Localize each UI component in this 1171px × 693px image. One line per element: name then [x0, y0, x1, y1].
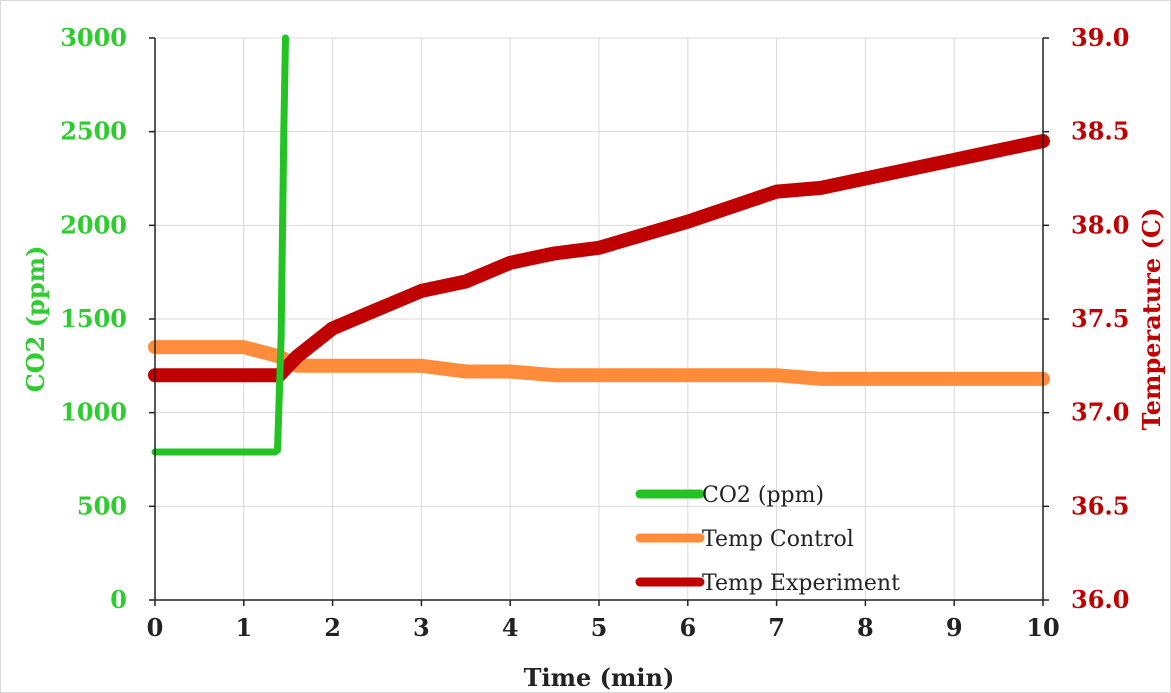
y-right-tick-label: 38.5: [1071, 117, 1129, 146]
y-left-tick-label: 0: [110, 585, 127, 614]
y-left-tick-label: 500: [77, 491, 127, 520]
x-tick-label: 1: [235, 613, 252, 642]
y-right-axis-title: Temperature (C): [1137, 208, 1166, 431]
y-left-tick-label: 2500: [60, 117, 127, 146]
y-right-tick-label: 37.0: [1071, 398, 1129, 427]
x-tick-label: 6: [679, 613, 696, 642]
series-line-co2: [151, 34, 289, 456]
y-right-tick-label: 36.5: [1071, 491, 1129, 520]
legend-label: CO2 (ppm): [702, 483, 824, 508]
legend-label: Temp Control: [702, 527, 854, 552]
legend: CO2 (ppm) Temp Control Temp Experiment: [635, 483, 900, 596]
x-tick-label: 9: [946, 613, 963, 642]
y-left-axis-title: CO2 (ppm): [21, 246, 50, 393]
y-right-tick-label: 38.0: [1071, 210, 1129, 239]
x-tick-label: 8: [857, 613, 874, 642]
x-ticks: 0 1 2 3 4 5 6 7 8 9 10: [147, 613, 1060, 642]
y-left-tick-label: 3000: [60, 23, 127, 52]
x-tick-label: 10: [1026, 613, 1059, 642]
series-layer: [148, 34, 1050, 456]
y-left-tick-label: 1500: [60, 304, 127, 333]
y-left-tick-label: 2000: [60, 210, 127, 239]
legend-label: Temp Experiment: [702, 571, 900, 596]
y-left-ticks: 0 500 1000 1500 2000 2500 3000: [60, 23, 127, 614]
y-right-tick-label: 39.0: [1071, 23, 1129, 52]
series-line-temp-experiment: [148, 134, 1050, 383]
axes: [149, 37, 1049, 606]
x-tick-label: 0: [147, 613, 164, 642]
x-tick-label: 4: [502, 613, 519, 642]
y-left-tick-label: 1000: [60, 398, 127, 427]
y-right-tick-label: 37.5: [1071, 304, 1129, 333]
y-right-tick-label: 36.0: [1071, 585, 1129, 614]
x-tick-label: 2: [324, 613, 341, 642]
x-tick-label: 5: [591, 613, 608, 642]
x-axis-title: Time (min): [524, 663, 675, 692]
x-tick-label: 3: [413, 613, 430, 642]
y-right-ticks: 36.0 36.5 37.0 37.5 38.0 38.5 39.0: [1071, 23, 1129, 614]
x-tick-label: 7: [768, 613, 785, 642]
